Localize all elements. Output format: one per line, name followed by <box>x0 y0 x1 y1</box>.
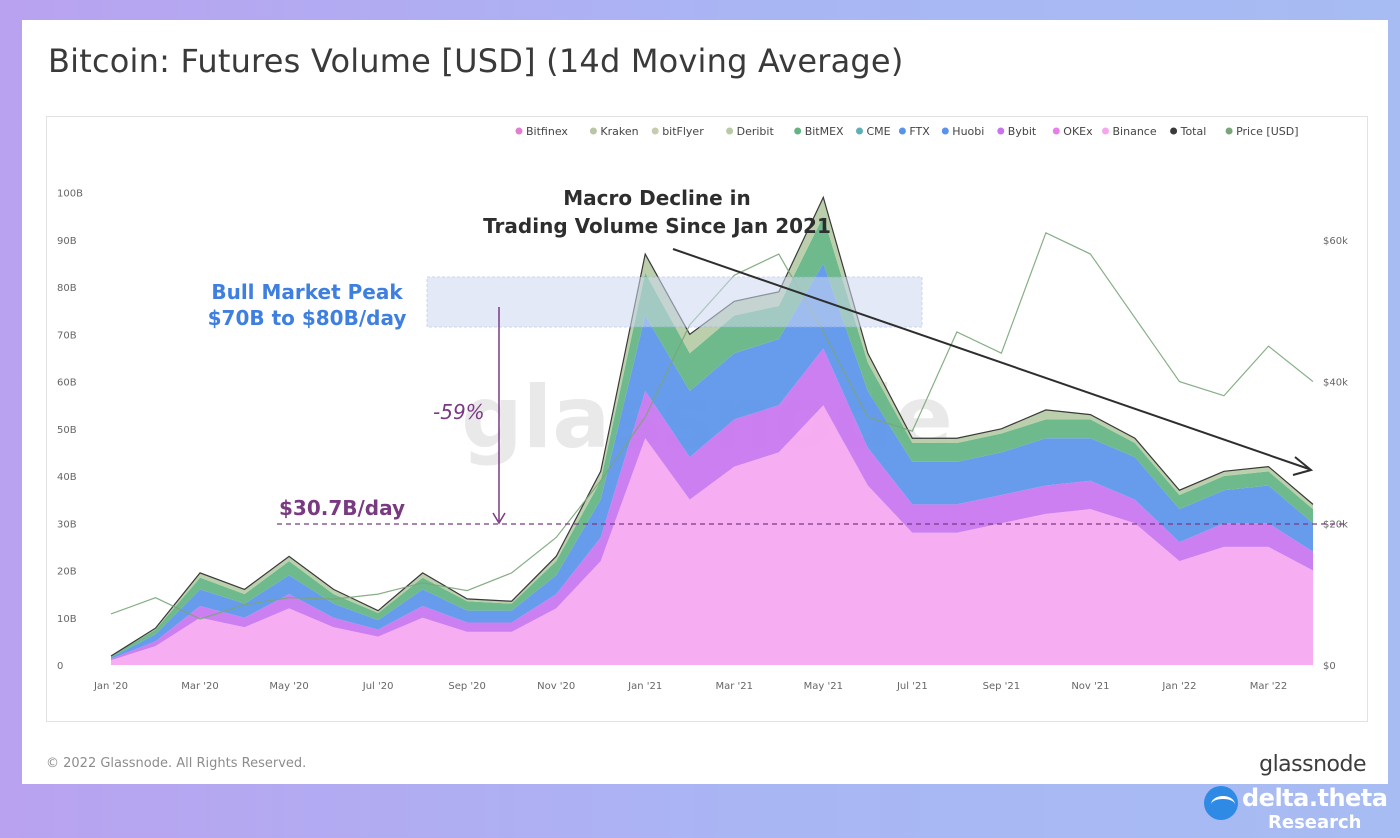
legend-label: BitMEX <box>805 125 844 138</box>
legend-item: Bybit <box>997 125 1037 138</box>
chart-panel: glassnode 010B20B30B40B50B60B70B80B90B10… <box>46 116 1368 722</box>
legend-swatch <box>856 127 863 135</box>
y-tick-label: 30B <box>57 519 77 530</box>
area-bybit <box>111 348 1313 661</box>
legend-label: Price [USD] <box>1236 125 1298 138</box>
y2-tick-label: $40k <box>1323 378 1348 389</box>
legend-swatch <box>898 127 906 135</box>
legend-item: Huobi <box>941 125 984 138</box>
legend-item: Price [USD] <box>1225 125 1299 138</box>
legend-swatch <box>515 127 523 135</box>
x-tick-label: Sep '20 <box>448 681 486 692</box>
trend-arrow-line <box>672 248 1310 470</box>
y-tick-label: 90B <box>57 236 77 247</box>
legend-swatch <box>589 127 597 135</box>
drop-arrow-head <box>492 512 506 525</box>
delta-theta-icon <box>1204 786 1238 820</box>
legend-swatch <box>726 127 734 135</box>
x-tick-label: Mar '21 <box>715 681 753 692</box>
delta-theta-sub: Research <box>1268 812 1362 833</box>
legend-swatch <box>941 127 949 135</box>
legend-swatch <box>651 127 659 135</box>
axis-layer: 0 10B 20B 30B 40B 50B 60B 70B 80B 90B 100B $0 $20k $4… <box>57 189 1348 692</box>
y-tick-label: 50B <box>57 425 77 436</box>
y-tick-label: 10B <box>57 614 77 625</box>
page-title: Bitcoin: Futures Volume [USD] (14d Movin… <box>48 42 904 80</box>
y-tick-label: 20B <box>57 567 77 578</box>
legend-label: bitFlyer <box>662 125 704 138</box>
x-tick-label: May '21 <box>804 681 843 692</box>
x-tick-label: Jul '21 <box>896 681 928 692</box>
chart-card: Bitcoin: Futures Volume [USD] (14d Movin… <box>22 20 1388 784</box>
delta-theta-logo: delta.theta Research <box>1204 784 1394 834</box>
legend-swatch <box>794 127 802 135</box>
bull-peak-band <box>426 276 923 328</box>
x-tick-label: May '20 <box>269 681 308 692</box>
legend-swatch <box>1052 127 1060 135</box>
legend-label: CME <box>867 125 891 138</box>
legend-item: BitMEX <box>794 125 844 138</box>
x-tick-label: Jan '22 <box>1161 681 1196 692</box>
legend-label: Deribit <box>737 125 775 138</box>
trend-arrow-head <box>1292 456 1314 476</box>
legend-swatch <box>1170 127 1178 135</box>
y2-tick-label: $20k <box>1323 519 1348 530</box>
y-tick-label: 0 <box>57 661 63 672</box>
legend-label: Huobi <box>952 125 984 138</box>
y2-tick-label: $0 <box>1323 661 1336 672</box>
legend-label: Kraken <box>600 125 638 138</box>
legend: Bitfinex Kraken bitFlyer Deribit BitMEX CME FT… <box>515 125 1299 138</box>
y-tick-label: 80B <box>57 283 77 294</box>
bull-peak-line2: $70B to $80B/day <box>208 306 407 330</box>
legend-swatch <box>1102 127 1109 135</box>
macro-decline-line2: Trading Volume Since Jan 2021 <box>483 214 831 238</box>
legend-label: Bybit <box>1008 125 1037 138</box>
legend-label: Bitfinex <box>526 125 568 138</box>
legend-swatch <box>1225 127 1233 135</box>
y-tick-label: 100B <box>57 189 83 200</box>
legend-label: Total <box>1180 125 1207 138</box>
x-tick-label: Mar '22 <box>1250 681 1288 692</box>
x-tick-label: Sep '21 <box>983 681 1021 692</box>
legend-swatch <box>997 127 1005 135</box>
legend-item: bitFlyer <box>651 125 704 138</box>
delta-theta-name: delta.theta <box>1242 784 1388 812</box>
legend-item: FTX <box>898 125 930 138</box>
legend-item: Kraken <box>589 125 639 138</box>
y-tick-label: 40B <box>57 472 77 483</box>
x-tick-label: Jan '21 <box>627 681 662 692</box>
drop-pct-label: -59% <box>433 400 485 424</box>
area-bitmex <box>111 216 1313 658</box>
current-level-label: $30.7B/day <box>279 496 405 520</box>
y-tick-label: 60B <box>57 378 77 389</box>
y2-tick-label: $60k <box>1323 236 1348 247</box>
legend-item: Total <box>1170 125 1206 138</box>
macro-decline-line1: Macro Decline in <box>563 186 750 210</box>
stacked-area-layer <box>111 197 1313 665</box>
area-ftx <box>111 263 1313 659</box>
x-tick-label: Mar '20 <box>181 681 219 692</box>
legend-label: Binance <box>1113 125 1157 138</box>
legend-item: Deribit <box>726 125 774 138</box>
legend-item: CME <box>856 125 891 138</box>
legend-item: Binance <box>1102 125 1157 138</box>
futures-volume-chart: glassnode 010B20B30B40B50B60B70B80B90B10… <box>57 125 1348 692</box>
x-tick-label: Nov '21 <box>1071 681 1109 692</box>
x-tick-label: Nov '20 <box>537 681 575 692</box>
glassnode-logo: glassnode <box>1259 752 1366 777</box>
bull-peak-line1: Bull Market Peak <box>211 280 403 304</box>
x-tick-label: Jan '20 <box>93 681 128 692</box>
legend-label: FTX <box>909 125 930 138</box>
y-tick-label: 70B <box>57 330 77 341</box>
legend-label: OKEx <box>1063 125 1093 138</box>
area-binance <box>111 405 1313 665</box>
x-tick-label: Jul '20 <box>362 681 394 692</box>
legend-item: OKEx <box>1052 125 1093 138</box>
legend-item: Bitfinex <box>515 125 568 138</box>
copyright-text: © 2022 Glassnode. All Rights Reserved. <box>46 756 307 771</box>
